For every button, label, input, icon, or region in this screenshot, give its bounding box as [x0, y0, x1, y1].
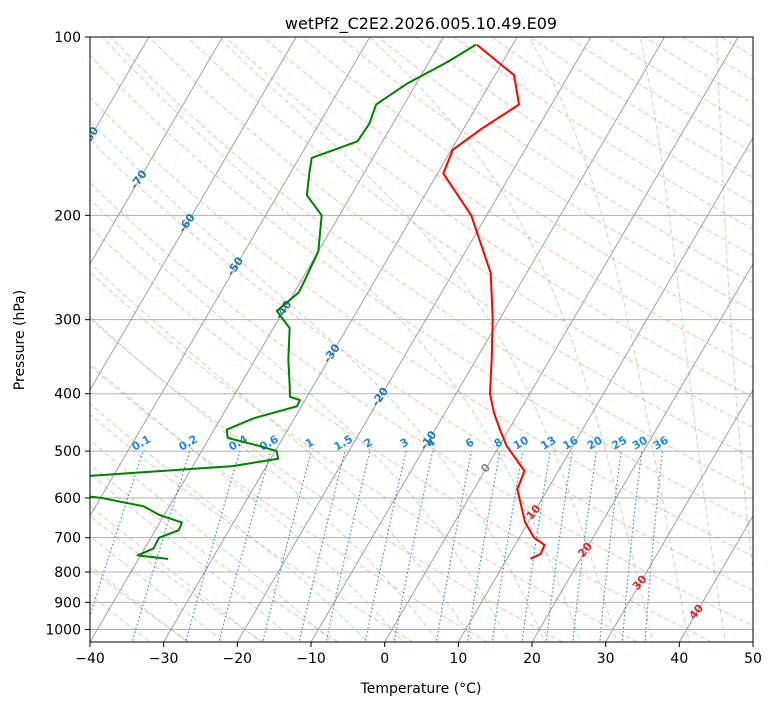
- moist-adiabat-line: [90, 262, 475, 642]
- y-tick-label: 200: [54, 208, 81, 224]
- dry-adiabat-line: [90, 515, 264, 642]
- moist-adiabat-line: [90, 403, 369, 642]
- dry-adiabat-line: [262, 37, 753, 369]
- y-axis: 100 200 300 400 500 600 700 800 900 1000: [45, 30, 90, 638]
- dry-adiabat-line: [110, 37, 753, 491]
- isotherm-line: [90, 37, 371, 517]
- moist-adiabat-line: [369, 37, 654, 642]
- mixing-ratio-line: [262, 450, 312, 642]
- y-tick-label: 800: [54, 565, 81, 581]
- grid-layer: [90, 37, 753, 642]
- y-tick-label: 900: [54, 595, 81, 611]
- mixing-ratio-line: [466, 450, 501, 642]
- moist-adiabat-line: [90, 593, 152, 642]
- plot-frame: [89, 36, 754, 643]
- moist-adiabat-line: [90, 439, 333, 642]
- isotherm-line: [90, 37, 444, 642]
- mixing-ratio-line: [185, 450, 241, 642]
- moist-adiabat-line: [90, 504, 261, 642]
- mixing-ratio-line: [364, 450, 407, 642]
- x-tick-label: −20: [223, 651, 253, 667]
- x-tick-label: 20: [523, 651, 541, 667]
- y-tick-label: 500: [54, 444, 81, 460]
- x-tick-label: 40: [670, 651, 688, 667]
- y-tick-label: 400: [54, 387, 81, 403]
- mixing-ratio-line: [298, 450, 346, 642]
- x-tick-label: −30: [149, 651, 179, 667]
- moist-adiabat-line: [217, 37, 618, 642]
- dry-adiabat-line: [224, 37, 753, 398]
- dry-adiabat-line: [90, 271, 638, 642]
- y-tick-label: 100: [54, 30, 81, 46]
- x-tick-label: 0: [380, 651, 389, 667]
- isotherm-line: [236, 37, 592, 642]
- moist-adiabat-line: [90, 473, 298, 642]
- mixing-ratio-line: [218, 450, 272, 642]
- dry-adiabat-line: [90, 226, 712, 642]
- dry-adiabat-line: [377, 37, 753, 284]
- x-tick-label: 30: [597, 651, 615, 667]
- isotherm-line: [531, 262, 753, 642]
- x-tick-label: −10: [296, 651, 326, 667]
- y-tick-label: 700: [54, 531, 81, 547]
- dry-adiabat-line: [90, 96, 753, 557]
- temperature-profile-line: [442, 43, 546, 560]
- moist-adiabat-line: [90, 198, 510, 642]
- mixing-ratio-line: [131, 450, 191, 642]
- isotherm-line: [678, 515, 753, 642]
- dry-adiabat-line: [90, 413, 414, 642]
- dry-adiabat-line: [90, 139, 753, 592]
- dry-adiabat-line: [90, 182, 753, 627]
- dewpoint-profile-line: [90, 43, 477, 560]
- moist-adiabat-line: [528, 37, 690, 642]
- moist-adiabat-line: [715, 37, 753, 576]
- dry-adiabat-line: [90, 365, 488, 642]
- isotherm-line: [90, 37, 223, 265]
- x-tick-label: 10: [449, 651, 467, 667]
- dry-adiabat-line: [90, 317, 563, 642]
- x-tick-label: 50: [744, 651, 762, 667]
- y-tick-label: 600: [54, 491, 81, 507]
- series-layer: [90, 43, 546, 560]
- isotherm-line: [90, 37, 297, 391]
- y-tick-label: 1000: [45, 622, 81, 638]
- x-tick-label: −40: [75, 651, 105, 667]
- moist-adiabat-line: [90, 564, 189, 642]
- isotherm-line: [310, 37, 665, 642]
- mixing-ratio-line: [325, 450, 371, 642]
- chart-title: wetPf2_C2E2.2026.005.10.49.E09: [285, 14, 557, 34]
- isotherm-line: [163, 37, 518, 642]
- moist-adiabat-line: [90, 535, 225, 642]
- mixing-ratio-line: [393, 450, 434, 642]
- moist-adiabat-line: [639, 37, 727, 642]
- dry-adiabat-line: [90, 54, 753, 524]
- dry-adiabat-line: [186, 37, 753, 429]
- mixing-ratio-line: [90, 450, 144, 618]
- isotherm-line: [384, 37, 739, 642]
- y-axis-label: Pressure (hPa): [12, 290, 28, 390]
- dry-adiabat-label: -80: [79, 124, 101, 148]
- x-axis-label: Temperature (°C): [360, 681, 482, 697]
- x-axis: −40 −30 −20 −10 0 10 20 30 40 50: [75, 642, 762, 667]
- isotherm-line: [605, 389, 753, 642]
- mixing-ratio-line: [435, 450, 473, 642]
- y-tick-label: 300: [54, 313, 81, 329]
- moist-adiabat-line: [90, 362, 404, 642]
